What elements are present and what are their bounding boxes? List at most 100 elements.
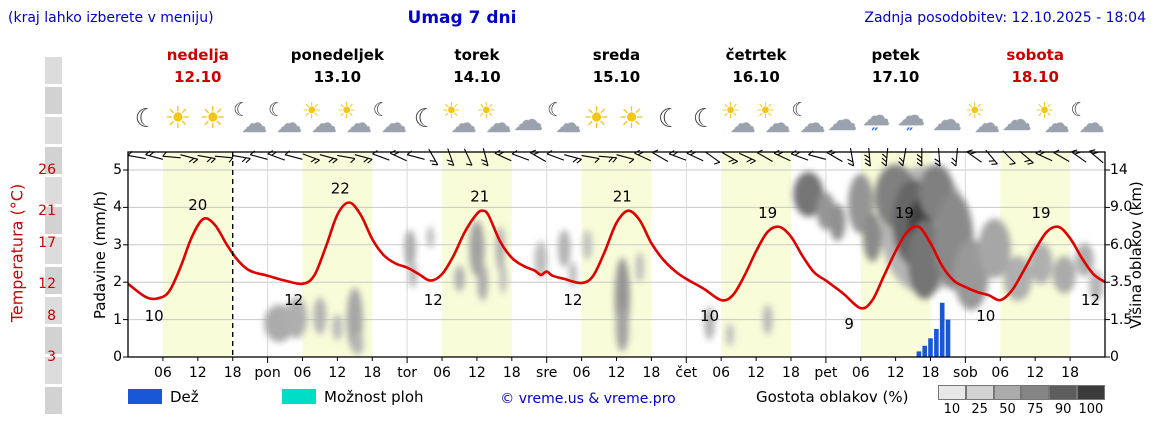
x-day-label: sre xyxy=(536,365,558,381)
svg-text:10: 10 xyxy=(700,307,719,325)
x-hour-label: 18 xyxy=(921,365,940,381)
day-header-sobota: sobota 18.10 xyxy=(965,46,1105,87)
svg-text:21: 21 xyxy=(470,188,489,206)
sidebar-menu-tile[interactable] xyxy=(45,297,62,324)
temp-tick: 12 xyxy=(38,275,56,292)
svg-text:12: 12 xyxy=(284,291,303,309)
day-date: 12.10 xyxy=(174,68,222,86)
cloud-scale-box xyxy=(1021,385,1050,400)
raindrops-glyph: ″ xyxy=(906,124,914,143)
cloud-glyph: ☁ xyxy=(513,103,544,138)
cloud-scale-value: 75 xyxy=(1027,402,1044,417)
sun-glyph: ☀ xyxy=(164,101,192,136)
sun-cloud-icon: ☀ ☁ xyxy=(719,100,759,144)
rain-legend-label: Dež xyxy=(170,388,199,406)
x-day-label: pon xyxy=(254,365,281,381)
sidebar-menu-tile[interactable] xyxy=(45,177,62,204)
day-header-sreda: sreda 15.10 xyxy=(547,46,687,87)
x-hour-label: 12 xyxy=(607,365,626,381)
precip-tick: 3 xyxy=(113,236,122,253)
sun-cloud-icon: ☀ ☁ xyxy=(474,100,514,144)
cloud-glyph: ☁ xyxy=(827,103,858,138)
sun-cloud-icon: ☀ ☁ xyxy=(1033,100,1073,144)
svg-text:19: 19 xyxy=(1031,204,1050,222)
moon-icon: ☾ xyxy=(405,100,445,144)
sidebar-menu-tile[interactable] xyxy=(45,147,62,174)
svg-text:19: 19 xyxy=(758,204,777,222)
x-hour-label: 18 xyxy=(642,365,661,381)
svg-text:20: 20 xyxy=(188,196,207,214)
sidebar-menu-tile[interactable] xyxy=(45,117,62,144)
cloud-glyph: ☁ xyxy=(1078,109,1105,139)
svg-text:10: 10 xyxy=(145,307,164,325)
cloud-glyph: ☁ xyxy=(1001,103,1032,138)
x-hour-label: 12 xyxy=(188,365,207,381)
temp-tick: 26 xyxy=(38,162,56,178)
sun-cloud-icon: ☀ ☁ xyxy=(335,100,375,144)
moon-glyph: ☾ xyxy=(233,99,251,121)
precip-tick: 1 xyxy=(113,311,122,328)
rain-legend-swatch xyxy=(128,389,162,404)
sidebar-menu-tile[interactable] xyxy=(45,87,62,114)
temp-value-labels: 20 22 21 21 19 19 19 10 12 12 12 10 9 10 12 xyxy=(145,180,1100,334)
day-name: sreda xyxy=(592,46,641,64)
sun-icon: ☀ xyxy=(160,100,200,144)
temp-tick: 21 xyxy=(38,202,56,219)
sun-cloud-icon: ☀ ☁ xyxy=(439,100,479,144)
temp-tick: 17 xyxy=(38,235,56,252)
cloud-scale-value: 100 xyxy=(1078,402,1104,417)
moon-glyph: ☾ xyxy=(134,104,158,134)
cloud-icon: ☁ xyxy=(509,100,549,144)
svg-text:21: 21 xyxy=(613,188,632,206)
cloud-scale-box xyxy=(938,385,966,400)
sidebar-menu-tile[interactable] xyxy=(45,327,62,354)
day-name: sobota xyxy=(1006,46,1064,64)
menu-note: (kraj lahko izberete v meniju) xyxy=(8,10,214,26)
rain-bars xyxy=(916,302,951,357)
cloud-scale-value: 50 xyxy=(999,402,1016,417)
page-title: Umag 7 dni xyxy=(407,8,517,28)
x-hour-label: 18 xyxy=(1061,365,1080,381)
cloud-height-tick: 3.5 xyxy=(1110,274,1133,291)
moon-glyph: ☾ xyxy=(268,99,286,121)
cloud-glyph: ☁ xyxy=(862,99,891,132)
precip-tick: 0 xyxy=(113,349,122,365)
x-hour-label: 18 xyxy=(502,365,521,381)
moon-glyph: ☾ xyxy=(547,99,565,121)
sun-glyph: ☀ xyxy=(441,99,462,124)
day-date: 14.10 xyxy=(453,68,501,86)
moon-glyph: ☾ xyxy=(692,104,717,134)
sun-glyph: ☀ xyxy=(301,99,322,124)
cloud-icon: ☁ xyxy=(823,100,863,144)
x-hour-label: 12 xyxy=(1026,365,1045,381)
day-header-nedelja: nedelja 12.10 xyxy=(128,46,268,87)
x-hour-label: 06 xyxy=(433,365,451,381)
sun-icon: ☀ xyxy=(614,100,654,144)
cloud-moon-icon: ☾ ☁ xyxy=(788,100,828,144)
day-header-petek: petek 17.10 xyxy=(826,46,966,87)
sun-icon: ☀ xyxy=(579,100,619,144)
sun-cloud-icon: ☀ ☁ xyxy=(963,100,1003,144)
copyright: © vreme.us & vreme.pro xyxy=(500,391,676,407)
sidebar-menu-tile[interactable] xyxy=(45,267,62,294)
sidebar-menu-tile[interactable] xyxy=(45,57,62,84)
day-name: petek xyxy=(871,46,920,64)
cloud-moon-icon: ☾ ☁ xyxy=(370,100,410,144)
sidebar-menu-tile[interactable] xyxy=(45,357,62,384)
moon-glyph: ☾ xyxy=(1070,99,1088,121)
cloud-height-tick: 0 xyxy=(1110,349,1119,365)
day-date: 13.10 xyxy=(313,68,362,86)
x-hour-label: 06 xyxy=(712,365,731,381)
svg-text:12: 12 xyxy=(424,291,443,309)
cloud-density-label: Gostota oblakov (%) xyxy=(756,388,909,406)
cloud-moon-icon: ☾ ☁ xyxy=(544,100,584,144)
sidebar-menu-tile[interactable] xyxy=(45,237,62,264)
cloud-moon-icon: ☾ ☁ xyxy=(265,100,305,144)
precip-tick: 2 xyxy=(113,274,122,291)
sidebar-menu-tile[interactable] xyxy=(45,387,62,414)
day-date: 17.10 xyxy=(871,68,920,86)
cloud-glyph: ☁ xyxy=(555,109,582,139)
sidebar-menu-tile[interactable] xyxy=(45,207,62,234)
